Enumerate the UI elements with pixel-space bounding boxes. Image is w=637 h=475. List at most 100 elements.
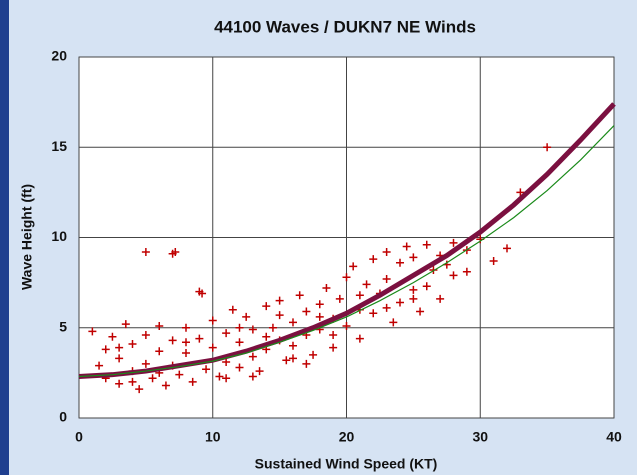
data-point (416, 307, 425, 316)
data-point (208, 316, 217, 325)
data-point (516, 188, 525, 197)
data-point (436, 294, 445, 303)
data-point (195, 334, 204, 343)
data-point (248, 352, 257, 361)
data-point (215, 372, 224, 381)
data-point (128, 377, 137, 386)
data-point (289, 318, 297, 327)
data-point (101, 345, 110, 354)
data-point (141, 359, 150, 368)
data-point (198, 289, 207, 298)
data-point (175, 370, 184, 379)
data-point (409, 294, 418, 303)
data-point (135, 385, 144, 394)
data-point (503, 244, 511, 253)
data-point (289, 341, 297, 350)
data-point (382, 275, 391, 284)
data-point (208, 343, 217, 352)
data-point (449, 271, 458, 280)
y-axis-label: Wave Height (ft) (19, 184, 35, 290)
data-point (141, 247, 150, 256)
y-tick-label: 5 (59, 318, 67, 334)
data-point (115, 343, 124, 352)
data-point (161, 381, 170, 390)
data-point (329, 343, 338, 352)
data-point (282, 356, 291, 365)
chart-title: 44100 Waves / DUKN7 NE Winds (214, 17, 476, 36)
fit-curve (78, 125, 615, 378)
data-point (88, 327, 97, 336)
data-point (362, 280, 371, 289)
data-point (369, 255, 378, 264)
data-point (222, 358, 231, 367)
data-point (182, 349, 190, 358)
data-point (115, 379, 124, 388)
left-strip (0, 0, 9, 475)
data-point (155, 347, 164, 356)
data-point (188, 377, 197, 386)
data-point (402, 242, 411, 251)
data-point (275, 296, 284, 305)
data-point (449, 238, 458, 247)
x-tick-label: 30 (472, 429, 488, 445)
data-point (409, 285, 418, 294)
y-tick-label: 15 (51, 138, 67, 154)
data-point (95, 361, 104, 370)
data-point (409, 253, 418, 262)
data-point (342, 321, 351, 330)
data-point (489, 256, 498, 265)
data-point (382, 247, 391, 256)
data-point (396, 258, 404, 267)
data-point (171, 247, 180, 256)
y-tick-label: 0 (59, 409, 67, 425)
data-point (302, 307, 311, 316)
data-point (168, 336, 177, 345)
x-tick-label: 0 (75, 429, 83, 445)
data-point (335, 294, 344, 303)
y-tick-label: 10 (51, 228, 67, 244)
data-point (322, 284, 331, 293)
data-point (295, 291, 304, 300)
y-tick-label: 20 (51, 48, 67, 64)
data-point (235, 323, 244, 332)
data-point (309, 350, 318, 359)
data-point (128, 339, 137, 348)
data-point (228, 305, 237, 314)
data-point (141, 330, 150, 339)
data-point (255, 367, 264, 376)
data-point (262, 332, 271, 341)
data-point (349, 262, 358, 271)
x-tick-label: 10 (205, 429, 221, 445)
data-point (315, 300, 324, 309)
data-point (182, 338, 190, 347)
x-tick-label: 20 (339, 429, 355, 445)
data-point (115, 354, 124, 363)
data-point (262, 302, 271, 311)
x-tick-label: 40 (606, 429, 622, 445)
data-point (429, 265, 438, 274)
data-point (355, 291, 364, 300)
data-point (248, 372, 257, 381)
data-point (182, 323, 190, 332)
data-point (268, 323, 277, 332)
data-point (422, 282, 431, 291)
data-point (462, 267, 471, 276)
data-point (355, 334, 364, 343)
data-point (302, 359, 311, 368)
data-point (222, 374, 231, 383)
data-point (155, 321, 164, 330)
data-point (315, 312, 324, 321)
data-point (369, 309, 378, 318)
data-point (396, 298, 404, 307)
x-axis-label: Sustained Wind Speed (KT) (255, 456, 438, 472)
data-point (242, 312, 251, 321)
data-point (235, 363, 244, 372)
data-point (543, 143, 552, 152)
data-point (382, 303, 391, 312)
data-point (235, 338, 244, 347)
data-point (389, 318, 398, 327)
data-point (289, 354, 297, 363)
data-point (121, 320, 130, 329)
data-point (342, 273, 351, 282)
